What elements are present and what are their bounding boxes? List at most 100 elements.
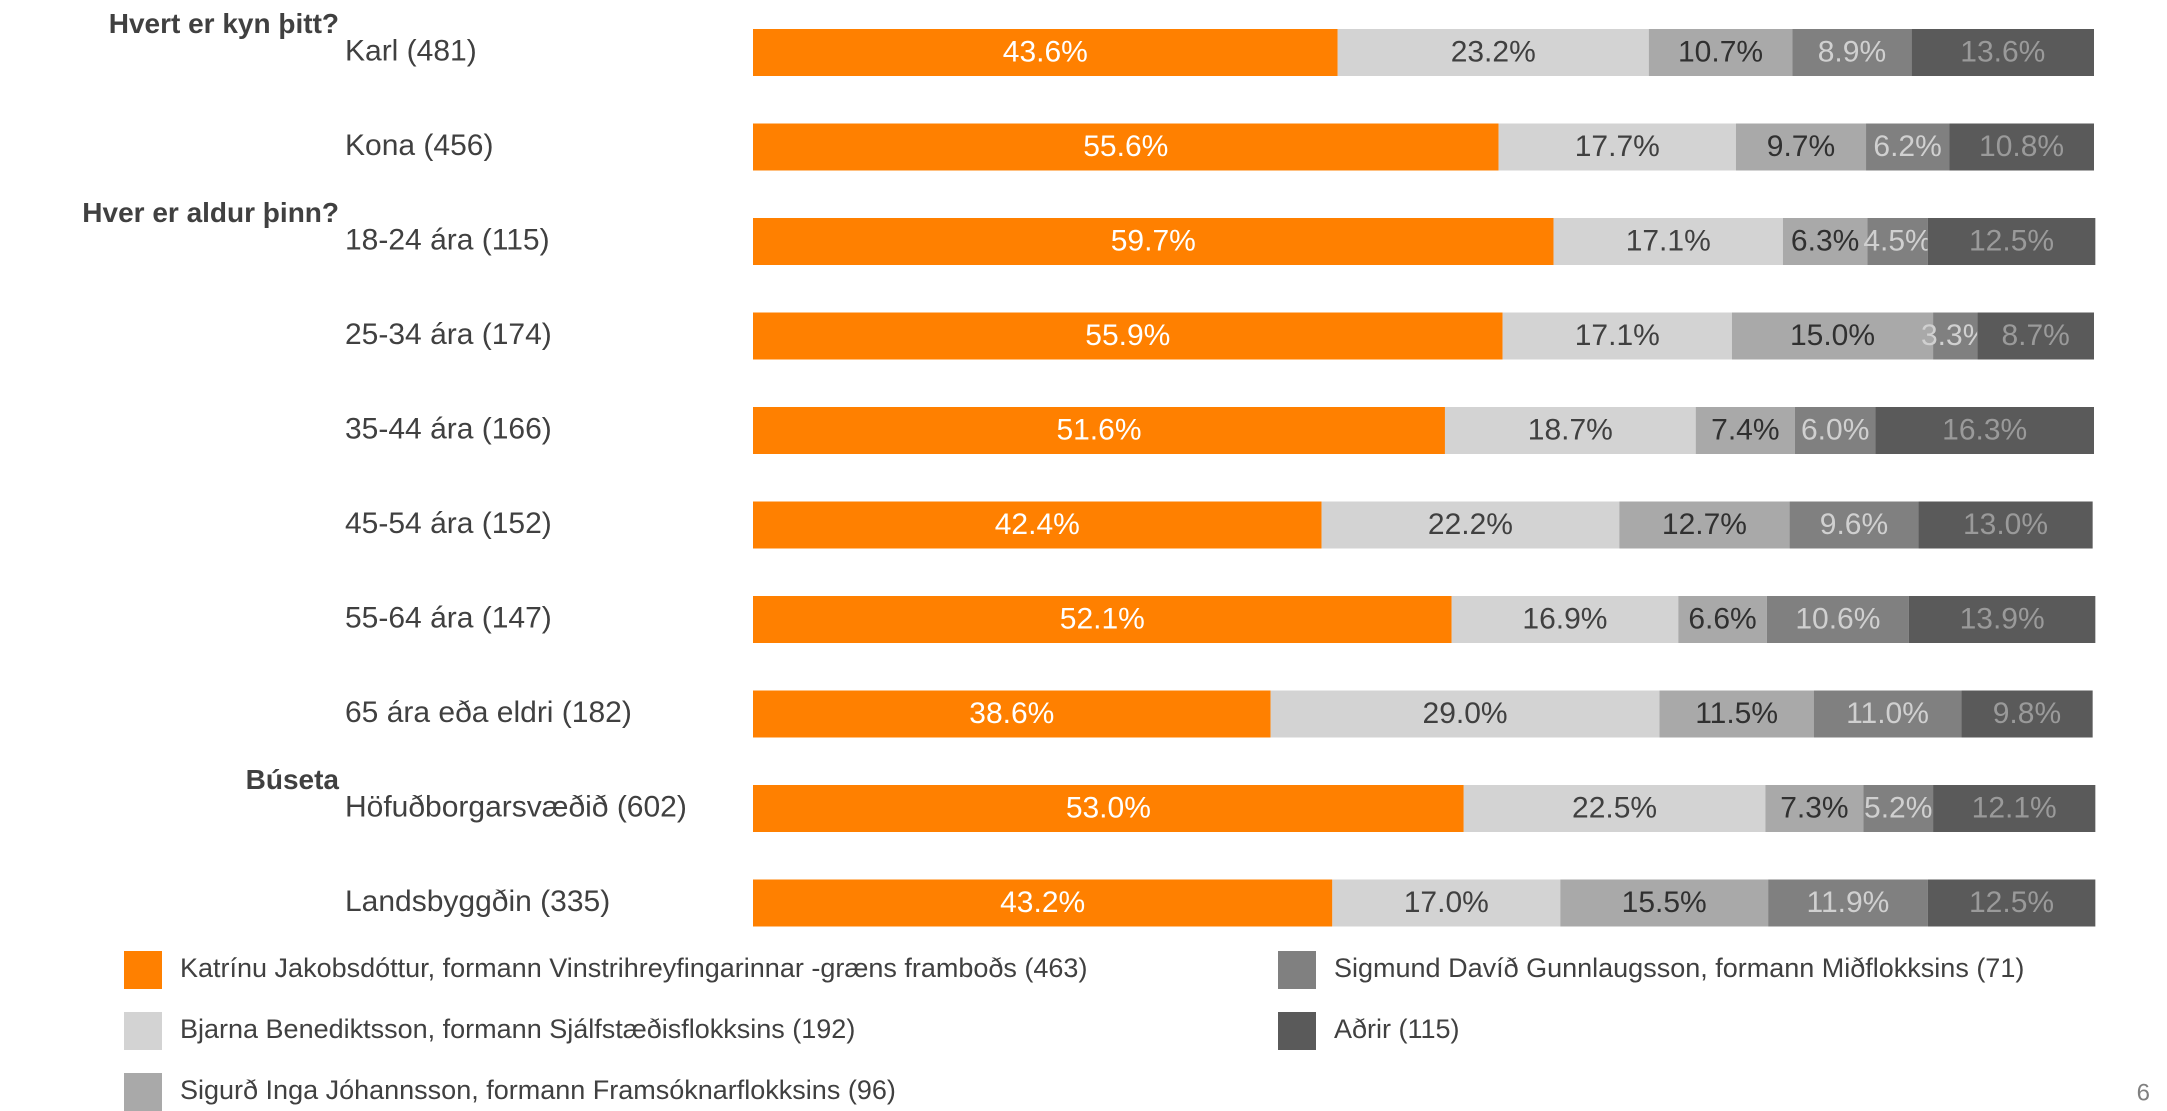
data-label: 17.1% — [1575, 319, 1660, 352]
data-label: 11.0% — [1846, 697, 1929, 730]
bar-segment — [1875, 407, 2094, 454]
bar-segment — [1867, 218, 1928, 265]
data-label: 8.9% — [1818, 35, 1886, 68]
legend-label: Sigmund Davíð Gunnlaugsson, formann Miðf… — [1334, 953, 2024, 983]
data-label: 53.0% — [1066, 791, 1151, 824]
bar-segment — [1908, 596, 2096, 643]
data-label: 17.7% — [1575, 130, 1660, 163]
legend-swatch — [124, 951, 162, 989]
bar-segment — [1768, 879, 1928, 927]
data-label: 17.0% — [1404, 886, 1489, 919]
category-label: 25-34 ára (174) — [345, 318, 552, 351]
bar-segment — [1949, 123, 2094, 171]
data-label: 15.5% — [1622, 886, 1707, 919]
data-label: 22.5% — [1572, 791, 1657, 824]
data-label: 23.2% — [1451, 35, 1536, 68]
data-label: 55.6% — [1083, 130, 1168, 163]
bar-segment — [1918, 501, 2093, 549]
data-label: 6.6% — [1688, 602, 1756, 635]
data-label: 11.9% — [1807, 886, 1890, 919]
data-label: 51.6% — [1056, 413, 1141, 446]
page-number: 6 — [2137, 1079, 2150, 1106]
category-label: 18-24 ára (115) — [345, 223, 550, 256]
legend-label: Sigurð Inga Jóhannsson, formann Framsókn… — [180, 1075, 896, 1105]
data-label: 13.6% — [1960, 35, 2045, 68]
bar-segment — [1813, 690, 1962, 738]
data-label: 8.7% — [2001, 319, 2069, 352]
bar-segment — [753, 218, 1554, 265]
data-label: 38.6% — [969, 697, 1054, 730]
bar-segment — [1619, 501, 1790, 549]
bar-segment — [753, 785, 1464, 832]
data-label: 52.1% — [1060, 602, 1145, 635]
group-label: Búseta — [246, 764, 340, 795]
group-label: Hvert er kyn þitt? — [109, 8, 339, 39]
bar-segment — [753, 879, 1333, 927]
data-label: 10.7% — [1678, 35, 1763, 68]
legend-label: Katrínu Jakobsdóttur, formann Vinstrihre… — [180, 953, 1087, 983]
legend-swatch — [124, 1073, 162, 1111]
bar-segment — [1659, 690, 1814, 738]
data-label: 11.5% — [1695, 697, 1778, 730]
bar-segment — [1502, 312, 1732, 360]
bar-segment — [753, 312, 1503, 360]
bar-segment — [1866, 123, 1950, 171]
category-label: 65 ára eða eldri (182) — [345, 696, 632, 729]
category-label: 55-64 ára (147) — [345, 601, 552, 634]
bar-segment — [1463, 785, 1766, 832]
category-label: Karl (481) — [345, 34, 477, 67]
bar-segment — [1789, 501, 1919, 549]
bar-segment — [1792, 29, 1912, 76]
category-label: 35-44 ára (166) — [345, 412, 552, 445]
data-label: 43.6% — [1003, 35, 1088, 68]
data-label: 6.0% — [1801, 413, 1869, 446]
bar-segment — [1765, 785, 1864, 832]
bar-segment — [1927, 218, 2096, 265]
bar-segment — [1927, 879, 2096, 927]
category-label: Landsbyggðin (335) — [345, 885, 610, 918]
data-label: 43.2% — [1000, 886, 1085, 919]
data-label: 5.2% — [1864, 791, 1932, 824]
legend-swatch — [1278, 951, 1316, 989]
data-label: 13.9% — [1960, 602, 2045, 635]
legend-label: Bjarna Benediktsson, formann Sjálfstæðis… — [180, 1014, 855, 1044]
data-label: 55.9% — [1085, 319, 1170, 352]
bar-segment — [753, 690, 1271, 738]
data-label: 17.1% — [1626, 224, 1711, 257]
legend-swatch — [124, 1012, 162, 1050]
bar-segment — [1444, 407, 1696, 454]
data-label: 12.7% — [1662, 508, 1747, 541]
bar-segment — [1678, 596, 1767, 643]
bar-segment — [753, 123, 1499, 171]
data-label: 29.0% — [1423, 697, 1508, 730]
bar-segment — [1332, 879, 1561, 927]
bar-segment — [1977, 312, 2094, 360]
bar-segment — [1766, 596, 1909, 643]
bar-segment — [1933, 312, 1978, 360]
data-label: 9.8% — [1993, 697, 2061, 730]
bar-segment — [753, 596, 1452, 643]
bar-segment — [1337, 29, 1649, 76]
legend-swatch — [1278, 1012, 1316, 1050]
bar-segment — [1735, 123, 1867, 171]
bar-segment — [753, 29, 1338, 76]
data-label: 42.4% — [995, 508, 1080, 541]
data-label: 12.5% — [1969, 224, 2054, 257]
data-label: 7.4% — [1711, 413, 1779, 446]
bar-segment — [1961, 690, 2093, 738]
bar-segment — [1731, 312, 1934, 360]
bar-segment — [1863, 785, 1934, 832]
data-label: 4.5% — [1863, 224, 1931, 257]
data-label: 59.7% — [1111, 224, 1196, 257]
data-label: 9.6% — [1820, 508, 1888, 541]
data-label: 10.8% — [1979, 130, 2064, 163]
bar-segment — [1498, 123, 1736, 171]
bar-segment — [1560, 879, 1769, 927]
data-label: 13.0% — [1963, 508, 2048, 541]
legend-label: Aðrir (115) — [1334, 1014, 1460, 1044]
category-label: Kona (456) — [345, 129, 493, 162]
data-label: 12.5% — [1969, 886, 2054, 919]
data-label: 7.3% — [1780, 791, 1848, 824]
bar-segment — [1321, 501, 1620, 549]
